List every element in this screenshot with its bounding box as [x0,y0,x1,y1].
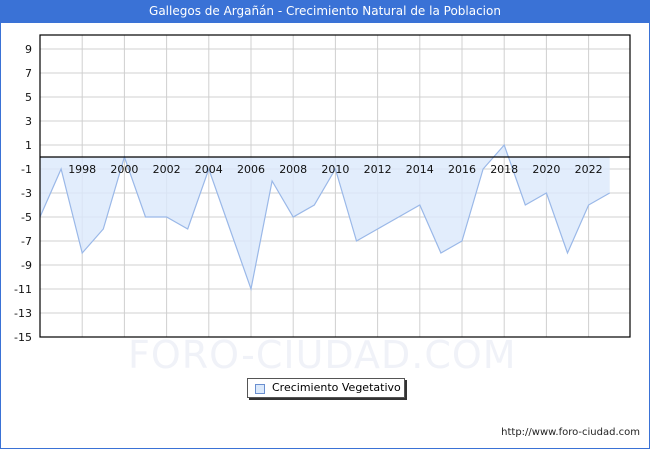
x-axis-labels: 1998 2000 2002 2004 2006 2008 2010 2012 2014 2016… [68,163,602,176]
svg-text:2020: 2020 [532,163,560,176]
svg-text:2006: 2006 [237,163,265,176]
svg-text:2022: 2022 [575,163,603,176]
svg-text:-9: -9 [21,259,32,272]
chart-title: Gallegos de Argañán - Crecimiento Natura… [0,0,650,23]
svg-text:-7: -7 [21,235,32,248]
svg-text:3: 3 [25,115,32,128]
svg-text:5: 5 [25,91,32,104]
svg-text:2008: 2008 [279,163,307,176]
svg-text:1: 1 [25,139,32,152]
svg-text:2016: 2016 [448,163,476,176]
svg-text:-1: -1 [21,163,32,176]
legend-swatch-icon [255,384,265,394]
svg-text:2014: 2014 [406,163,434,176]
svg-text:2004: 2004 [195,163,223,176]
legend-label: Crecimiento Vegetativo [272,381,401,394]
svg-text:-3: -3 [21,187,32,200]
watermark: FORO-CIUDAD.COM [128,333,517,377]
svg-text:2000: 2000 [110,163,138,176]
svg-text:9: 9 [25,43,32,56]
data-area [39,143,610,292]
svg-text:2010: 2010 [321,163,349,176]
svg-text:1998: 1998 [68,163,96,176]
axes [39,34,631,338]
svg-text:-15: -15 [14,331,32,344]
y-axis-labels: 9 7 5 3 1 -1 -3 -5 -7 -9 -11 -13 -15 [14,43,32,344]
svg-text:-11: -11 [14,283,32,296]
footer-url[interactable]: http://www.foro-ciudad.com [501,427,640,438]
svg-text:2018: 2018 [490,163,518,176]
legend: Crecimiento Vegetativo [247,378,405,398]
svg-text:-13: -13 [14,307,32,320]
svg-text:2002: 2002 [153,163,181,176]
svg-text:-5: -5 [21,211,32,224]
svg-text:2012: 2012 [364,163,392,176]
svg-text:7: 7 [25,67,32,80]
